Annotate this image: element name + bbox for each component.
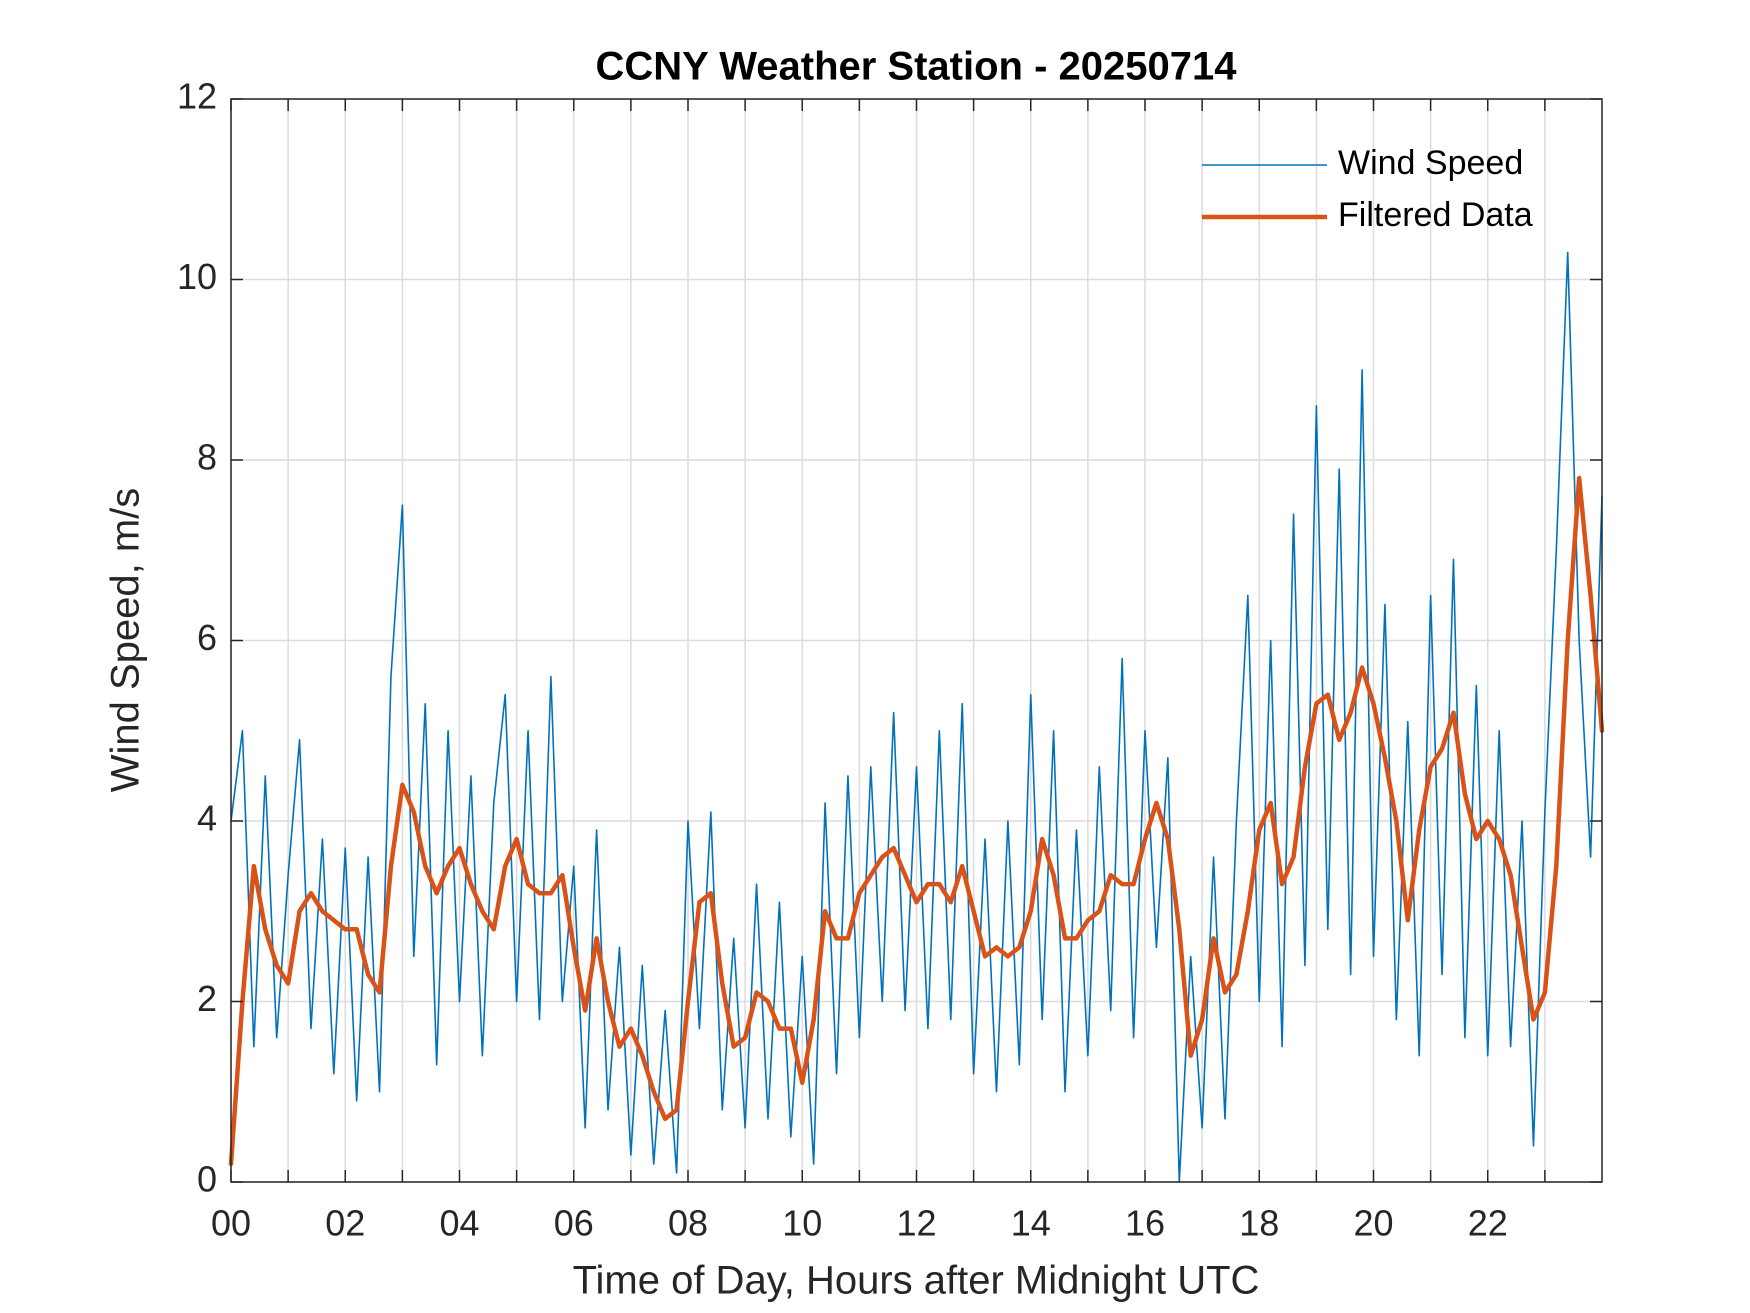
x-axis-label: Time of Day, Hours after Midnight UTC <box>573 1259 1260 1303</box>
x-tick-label: 12 <box>896 1203 936 1244</box>
x-tick-label: 04 <box>439 1203 479 1244</box>
legend-label: Filtered Data <box>1338 196 1533 234</box>
plot-area <box>228 251 1605 1183</box>
y-tick-label: 6 <box>197 617 217 658</box>
x-tick-label: 14 <box>1011 1203 1051 1244</box>
grid <box>230 98 1602 1183</box>
x-tick-label: 08 <box>668 1203 708 1244</box>
x-tick-label: 22 <box>1468 1203 1508 1244</box>
y-tick-label: 0 <box>197 1159 217 1200</box>
x-tick-label: 06 <box>554 1203 594 1244</box>
x-tick-label: 20 <box>1353 1203 1393 1244</box>
y-tick-label: 4 <box>197 798 217 839</box>
y-tick-label: 8 <box>197 437 217 478</box>
chart-title: CCNY Weather Station - 20250714 <box>596 45 1238 89</box>
y-tick-label: 12 <box>177 76 217 117</box>
data-line <box>228 475 1605 1167</box>
y-tick-label: 2 <box>197 978 217 1019</box>
x-tick-label: 00 <box>211 1203 251 1244</box>
y-axis-label: Wind Speed, m/s <box>104 488 148 793</box>
y-tick-label: 10 <box>177 256 217 297</box>
x-tick-label: 16 <box>1125 1203 1165 1244</box>
x-tick-label: 18 <box>1239 1203 1279 1244</box>
legend: Wind Speed Filtered Data <box>1202 144 1533 234</box>
data-line <box>230 251 1603 1183</box>
legend-label: Wind Speed <box>1338 144 1523 182</box>
x-tick-label: 10 <box>782 1203 822 1244</box>
x-tick-label: 02 <box>325 1203 365 1244</box>
